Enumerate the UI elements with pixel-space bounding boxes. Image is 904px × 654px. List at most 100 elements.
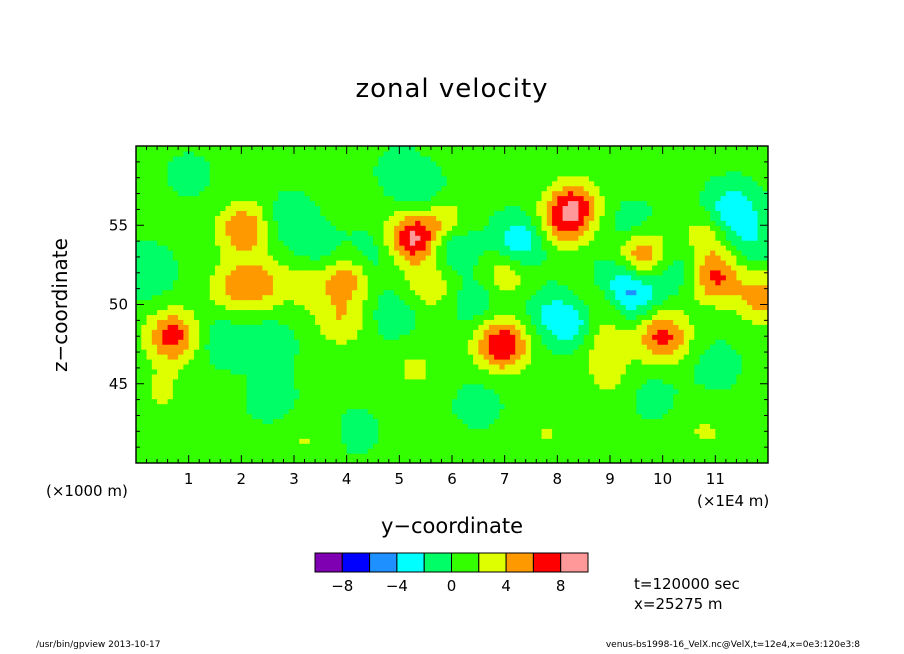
heatmap-cell bbox=[657, 358, 664, 365]
heatmap-cell bbox=[515, 274, 522, 281]
heatmap-cell bbox=[446, 259, 453, 266]
heatmap-cell bbox=[178, 373, 184, 380]
heatmap-cell bbox=[457, 448, 464, 454]
heatmap-cell bbox=[615, 334, 622, 340]
heatmap-cell bbox=[236, 388, 242, 395]
heatmap-cell bbox=[425, 428, 432, 434]
heatmap-cell bbox=[246, 458, 253, 463]
heatmap-cell bbox=[204, 264, 211, 271]
heatmap-cell bbox=[546, 264, 553, 271]
heatmap-cell bbox=[151, 334, 158, 340]
heatmap-cell bbox=[536, 299, 543, 306]
heatmap-cell bbox=[209, 368, 216, 375]
heatmap-cell bbox=[315, 344, 321, 350]
heatmap-cell bbox=[267, 373, 274, 380]
heatmap-cell bbox=[236, 378, 242, 385]
heatmap-cell bbox=[525, 324, 532, 330]
heatmap-cell bbox=[452, 433, 458, 439]
heatmap-cell bbox=[304, 378, 311, 385]
heatmap-cell bbox=[320, 314, 327, 320]
heatmap-cell bbox=[699, 418, 706, 424]
heatmap-cell bbox=[604, 259, 611, 266]
heatmap-cell bbox=[188, 279, 195, 286]
heatmap-cell bbox=[725, 269, 732, 276]
heatmap-cell bbox=[636, 428, 643, 434]
heatmap-cell bbox=[567, 349, 574, 355]
heatmap-cell bbox=[762, 259, 768, 266]
heatmap-cell bbox=[488, 354, 495, 360]
heatmap-cell bbox=[725, 393, 732, 400]
heatmap-cell bbox=[610, 274, 616, 281]
heatmap-cell bbox=[504, 428, 511, 434]
heatmap-cell bbox=[725, 383, 732, 390]
heatmap-cell bbox=[731, 299, 737, 306]
heatmap-cell bbox=[288, 314, 295, 320]
heatmap-cell bbox=[172, 443, 179, 449]
heatmap-cell bbox=[320, 279, 327, 286]
heatmap-cell bbox=[230, 354, 237, 360]
heatmap-cell bbox=[388, 388, 395, 395]
heatmap-cell bbox=[294, 423, 300, 429]
heatmap-cell bbox=[457, 373, 464, 380]
heatmap-cell bbox=[199, 344, 206, 350]
heatmap-cell bbox=[462, 363, 469, 370]
heatmap-cell bbox=[689, 393, 695, 400]
heatmap-cell bbox=[757, 398, 764, 405]
heatmap-cell bbox=[457, 383, 464, 390]
heatmap-cell bbox=[351, 319, 358, 325]
heatmap-cell bbox=[193, 289, 200, 296]
heatmap-cell bbox=[409, 329, 416, 335]
heatmap-area bbox=[136, 146, 768, 463]
heatmap-cell bbox=[146, 398, 153, 405]
heatmap-cell bbox=[604, 279, 611, 286]
heatmap-cell bbox=[699, 358, 706, 365]
heatmap-cell bbox=[557, 378, 564, 385]
heatmap-cell bbox=[230, 254, 237, 261]
heatmap-cell bbox=[673, 269, 680, 276]
heatmap-cell bbox=[652, 314, 658, 320]
heatmap-cell bbox=[151, 309, 158, 315]
heatmap-cell bbox=[446, 423, 453, 429]
heatmap-cell bbox=[320, 403, 327, 410]
heatmap-cell bbox=[652, 373, 658, 380]
heatmap-cell bbox=[757, 269, 764, 276]
heatmap-cell bbox=[357, 284, 364, 291]
heatmap-cell bbox=[473, 259, 479, 266]
heatmap-cell bbox=[409, 259, 416, 266]
heatmap-cell bbox=[441, 383, 448, 390]
heatmap-cell bbox=[494, 393, 500, 400]
heatmap-cell bbox=[336, 383, 342, 390]
heatmap-cell bbox=[172, 363, 179, 370]
heatmap-cell bbox=[620, 358, 627, 365]
heatmap-cell bbox=[610, 363, 616, 370]
heatmap-cell bbox=[294, 368, 300, 375]
heatmap-cell bbox=[631, 314, 637, 320]
heatmap-cell bbox=[278, 453, 285, 459]
heatmap-cell bbox=[441, 274, 448, 281]
heatmap-cell bbox=[578, 314, 585, 320]
heatmap-cell bbox=[720, 314, 727, 320]
heatmap-cell bbox=[294, 388, 300, 395]
heatmap-cell bbox=[409, 284, 416, 291]
heatmap-cell bbox=[441, 373, 448, 380]
heatmap-cell bbox=[362, 274, 369, 281]
heatmap-cell bbox=[546, 453, 553, 459]
heatmap-cell bbox=[741, 438, 748, 444]
heatmap-cell bbox=[430, 294, 437, 301]
heatmap-cell bbox=[525, 329, 532, 335]
heatmap-cell bbox=[515, 383, 522, 390]
heatmap-cell bbox=[309, 274, 316, 281]
heatmap-cell bbox=[746, 259, 753, 266]
heatmap-cell bbox=[362, 329, 369, 335]
heatmap-cell bbox=[731, 269, 737, 276]
heatmap-cell bbox=[573, 259, 579, 266]
heatmap-cell bbox=[188, 299, 195, 306]
heatmap-cell bbox=[762, 393, 768, 400]
heatmap-cell bbox=[373, 403, 379, 410]
heatmap-cell bbox=[257, 388, 263, 395]
heatmap-cell bbox=[652, 453, 658, 459]
heatmap-cell bbox=[320, 423, 327, 429]
heatmap-cell bbox=[715, 289, 722, 296]
heatmap-cell bbox=[367, 334, 374, 340]
heatmap-cell bbox=[689, 329, 695, 335]
